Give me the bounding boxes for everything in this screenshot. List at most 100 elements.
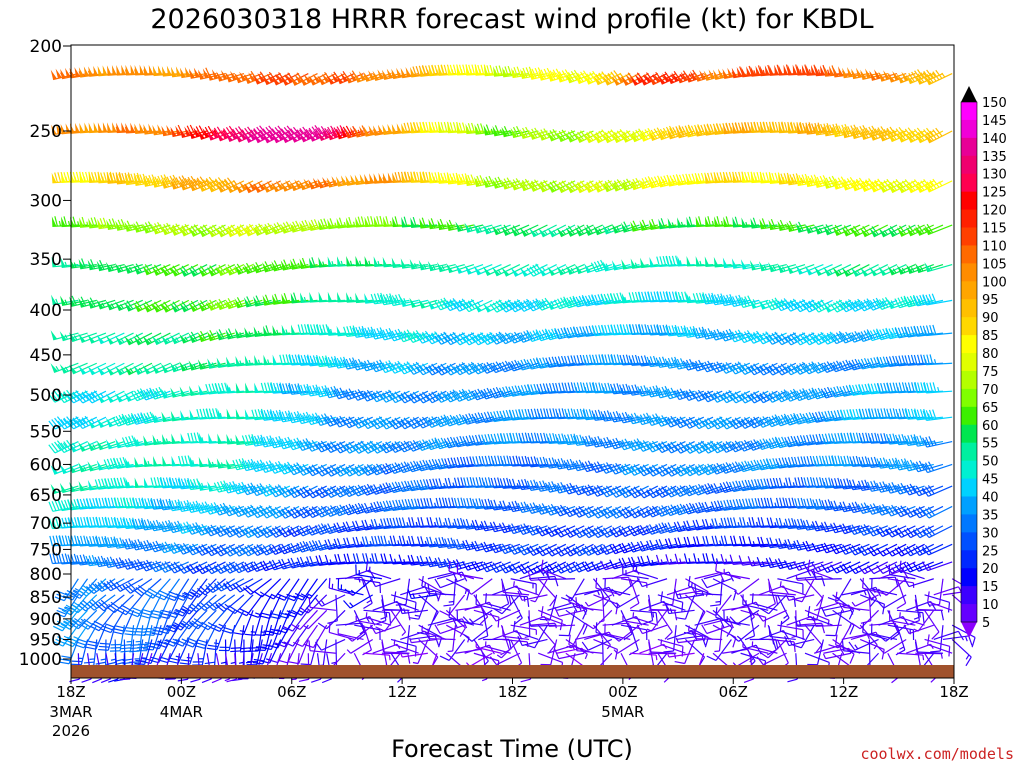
wind-barb (464, 263, 493, 275)
wind-barb (447, 64, 474, 76)
wind-barb (924, 127, 953, 144)
wind-barb (61, 216, 88, 228)
wind-barb (501, 638, 529, 648)
wind-barb (584, 130, 613, 144)
wind-barb (604, 578, 631, 596)
wind-barb (335, 576, 366, 588)
colorbar-bottom-arrow (961, 622, 977, 638)
wind-barb (160, 174, 189, 189)
x-tick-label: 06Z (719, 683, 748, 701)
wind-barb (326, 176, 355, 188)
wind-barb (639, 219, 668, 231)
wind-barb (777, 263, 806, 274)
wind-barb (391, 67, 419, 80)
colorbar-tick-label: 75 (982, 365, 999, 380)
wind-barb (243, 296, 272, 308)
wind-barb (723, 216, 750, 228)
wind-barb (188, 224, 217, 237)
wind-barb (370, 292, 401, 305)
wind-barb (336, 291, 364, 303)
wind-barb (271, 125, 300, 144)
wind-barb (839, 561, 870, 574)
wind-barb (657, 609, 673, 640)
wind-barb (535, 297, 567, 311)
wind-barb (924, 262, 953, 273)
wind-barb (419, 217, 447, 229)
wind-barb (133, 299, 162, 313)
wind-barb (869, 622, 899, 634)
colorbar-segment (961, 209, 977, 229)
colorbar-segment (961, 550, 977, 569)
wind-barb (722, 67, 750, 80)
colorbar-segment (961, 191, 977, 211)
colorbar-segment (961, 119, 977, 139)
x-tick-label: 12Z (387, 683, 416, 701)
y-tick-label: 650 (30, 486, 62, 506)
wind-barb (526, 298, 557, 312)
wind-barb (538, 67, 567, 81)
wind-barb (924, 609, 940, 640)
y-tick-label: 950 (30, 630, 62, 650)
colorbar-tick-label: 145 (982, 114, 1007, 129)
colorbar-tick-label: 95 (982, 293, 999, 308)
wind-barb (207, 224, 235, 238)
colorbar-tick-label: 135 (982, 150, 1007, 165)
colorbar-segment (961, 281, 977, 300)
wind-barb (786, 263, 815, 275)
wind-barb (924, 223, 953, 236)
wind-barb (869, 224, 898, 238)
colorbar-segment (961, 263, 977, 282)
wind-barb (474, 123, 502, 135)
wind-barb (685, 639, 706, 667)
colorbar-segment (961, 388, 977, 408)
wind-barb (565, 263, 594, 275)
wind-barb (712, 578, 737, 601)
wind-barb (921, 561, 953, 572)
wind-barb (896, 179, 925, 194)
wind-barb (786, 173, 815, 186)
colorbar-segment (961, 406, 977, 426)
wind-barb (152, 65, 180, 77)
wind-barb (869, 126, 898, 141)
wind-barb (401, 216, 428, 228)
colorbar-segment (961, 568, 977, 587)
wind-barb (850, 264, 879, 277)
wind-barb (152, 124, 180, 136)
wind-barb (298, 178, 327, 191)
wind-barb (787, 121, 815, 134)
wind-barb (463, 578, 493, 595)
wind-barb (565, 180, 594, 194)
wind-barb (355, 292, 382, 304)
wind-barb (308, 219, 337, 231)
wind-barb (409, 297, 438, 308)
wind-barb (232, 578, 263, 593)
wind-barb (824, 65, 852, 77)
wind-barb (951, 639, 972, 667)
wind-barb (722, 257, 750, 269)
colorbar-segment (961, 102, 977, 121)
colorbar-tick-label: 5 (982, 616, 990, 631)
wind-barb (51, 256, 79, 268)
wind-barb (524, 610, 531, 639)
wind-barb (574, 180, 603, 194)
wind-barb (271, 180, 300, 193)
wind-barb (602, 622, 632, 634)
wind-barb (823, 264, 852, 277)
wind-barb (924, 178, 953, 193)
colorbar-segment (961, 353, 977, 372)
wind-barb (887, 179, 916, 194)
colorbar-tick-label: 40 (982, 490, 999, 505)
colorbar-tick-label: 100 (982, 275, 1007, 290)
wind-barb (88, 217, 116, 229)
wind-barb (428, 171, 456, 184)
wind-barb (827, 578, 852, 602)
wind-barb (410, 216, 438, 228)
wind-barb (860, 224, 889, 238)
wind-barb (452, 298, 484, 312)
wind-barb (314, 638, 346, 651)
wind-barb (584, 609, 613, 630)
wind-barb (161, 65, 189, 77)
y-tick-label: 700 (30, 514, 62, 534)
y-tick-label: 1000 (19, 650, 62, 670)
